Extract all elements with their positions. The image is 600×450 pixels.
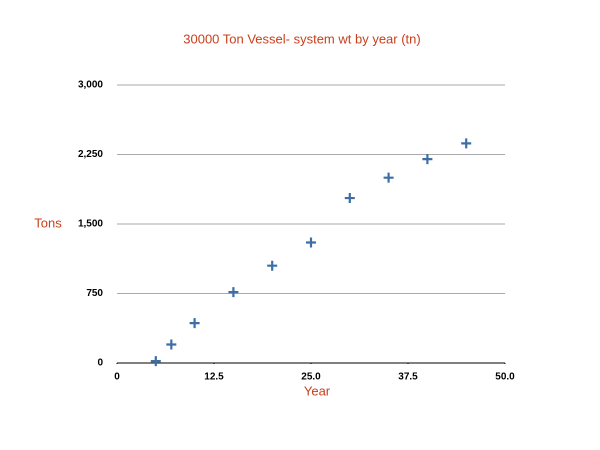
scatter-point — [461, 138, 472, 149]
scatter-point — [267, 260, 278, 271]
scatter-point — [228, 287, 239, 298]
x-tick-label: 12.5 — [204, 372, 224, 383]
y-tick-label: 2,250 — [78, 149, 103, 160]
scatter-point — [189, 318, 200, 329]
scatter-point — [344, 193, 355, 204]
scatter-point — [422, 154, 433, 165]
scatter-point — [383, 172, 394, 183]
chart-title: 30000 Ton Vessel- system wt by year (tn) — [183, 31, 420, 46]
y-axis-label: Tons — [34, 215, 62, 230]
x-axis-label: Year — [304, 383, 331, 398]
scatter-point — [150, 356, 161, 367]
y-tick-label: 750 — [86, 288, 103, 299]
y-tick-label: 3,000 — [78, 80, 103, 91]
y-tick-label: 0 — [97, 358, 103, 369]
scatter-point — [306, 237, 316, 248]
x-tick-label: 50.0 — [495, 372, 515, 383]
x-tick-label: 25.0 — [301, 372, 321, 383]
scatter-point — [166, 339, 177, 350]
x-tick-label: 0 — [114, 372, 120, 383]
y-tick-label: 1,500 — [78, 219, 103, 230]
x-tick-label: 37.5 — [398, 372, 418, 383]
